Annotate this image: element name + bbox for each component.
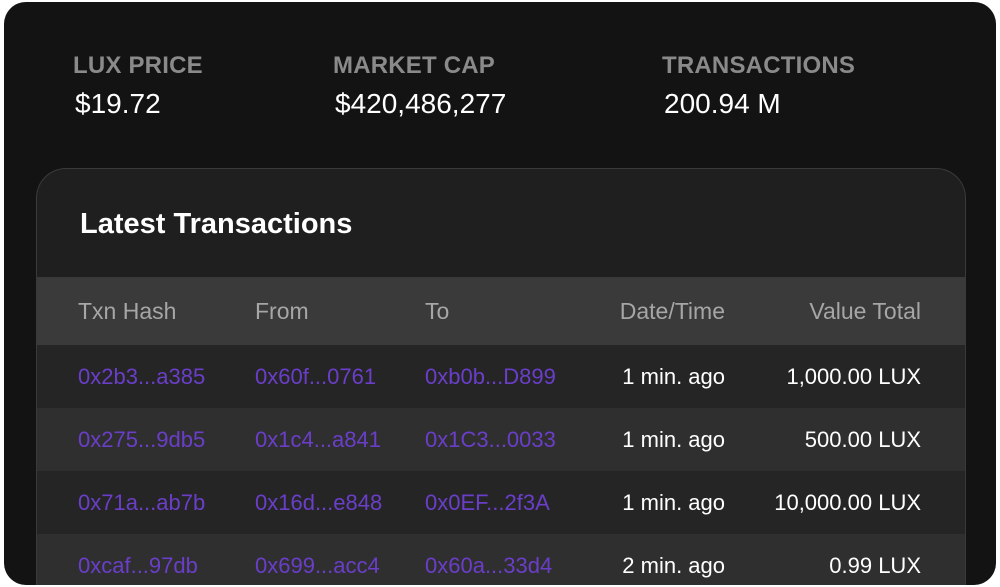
from-address-link[interactable]: 0x16d...e848 bbox=[255, 490, 383, 515]
column-header-to: To bbox=[425, 298, 450, 324]
to-address-link[interactable]: 0x0EF...2f3A bbox=[425, 490, 550, 515]
stat-label: LUX PRICE bbox=[73, 52, 203, 79]
dashboard-panel: LUX PRICE $19.72 MARKET CAP $420,486,277… bbox=[4, 2, 996, 585]
from-address-link[interactable]: 0x1c4...a841 bbox=[255, 427, 381, 452]
stat-transactions: TRANSACTIONS 200.94 M bbox=[662, 52, 855, 120]
txn-hash-link[interactable]: 0x275...9db5 bbox=[78, 427, 206, 452]
value-total: 10,000.00 LUX bbox=[774, 490, 921, 515]
column-header-value-total: Value Total bbox=[809, 298, 921, 324]
stat-value: $19.72 bbox=[75, 88, 161, 119]
table-body: 0x2b3...a385 0x60f...0761 0xb0b...D899 1… bbox=[37, 345, 965, 585]
date-time: 2 min. ago bbox=[622, 553, 725, 578]
value-total: 500.00 LUX bbox=[804, 427, 921, 452]
column-header-date-time: Date/Time bbox=[619, 298, 725, 324]
txn-hash-link[interactable]: 0xcaf...97db bbox=[78, 553, 198, 578]
date-time: 1 min. ago bbox=[622, 490, 725, 515]
table-header: Txn Hash From To Date/Time Value Total bbox=[37, 277, 965, 345]
stat-label: TRANSACTIONS bbox=[662, 52, 856, 79]
from-address-link[interactable]: 0x699...acc4 bbox=[255, 553, 380, 578]
date-time: 1 min. ago bbox=[622, 427, 725, 452]
to-address-link[interactable]: 0x1C3...0033 bbox=[425, 427, 556, 452]
latest-transactions-card: Latest Transactions Txn Hash From To Dat… bbox=[36, 168, 966, 585]
txn-hash-link[interactable]: 0x2b3...a385 bbox=[78, 364, 206, 389]
table-row: 0x71a...ab7b 0x16d...e848 0x0EF...2f3A 1… bbox=[37, 471, 965, 534]
column-header-txn-hash: Txn Hash bbox=[78, 298, 177, 324]
value-total: 0.99 LUX bbox=[829, 553, 921, 578]
stat-value: $420,486,277 bbox=[335, 88, 507, 119]
table-row: 0xcaf...97db 0x699...acc4 0x60a...33d4 2… bbox=[37, 534, 965, 585]
table-row: 0x275...9db5 0x1c4...a841 0x1C3...0033 1… bbox=[37, 408, 965, 471]
date-time: 1 min. ago bbox=[622, 364, 725, 389]
to-address-link[interactable]: 0x60a...33d4 bbox=[425, 553, 553, 578]
table-row: 0x2b3...a385 0x60f...0761 0xb0b...D899 1… bbox=[37, 345, 965, 408]
stat-label: MARKET CAP bbox=[333, 52, 495, 79]
from-address-link[interactable]: 0x60f...0761 bbox=[255, 364, 377, 389]
column-header-from: From bbox=[255, 298, 309, 324]
txn-hash-link[interactable]: 0x71a...ab7b bbox=[78, 490, 206, 515]
stat-value: 200.94 M bbox=[664, 88, 781, 119]
to-address-link[interactable]: 0xb0b...D899 bbox=[425, 364, 556, 389]
stat-lux-price: LUX PRICE $19.72 bbox=[73, 52, 203, 120]
card-title: Latest Transactions bbox=[80, 208, 353, 240]
value-total: 1,000.00 LUX bbox=[786, 364, 921, 389]
stat-market-cap: MARKET CAP $420,486,277 bbox=[333, 52, 506, 120]
